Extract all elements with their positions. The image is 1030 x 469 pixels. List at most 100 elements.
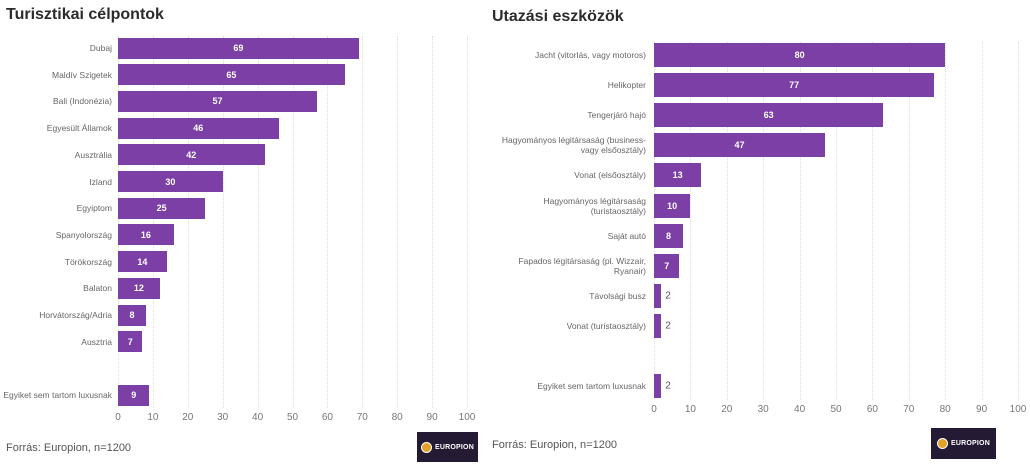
x-tick-label: 30 <box>757 404 769 415</box>
x-tick-label: 30 <box>217 412 229 423</box>
data-label: 69 <box>233 43 244 53</box>
category-label: Tengerjáró hajó <box>587 110 646 121</box>
category-label: Saját autó <box>607 230 646 241</box>
category-label: Vonat (turistaosztály) <box>566 320 646 331</box>
gridline <box>981 42 983 400</box>
x-tick-label: 100 <box>1009 404 1027 415</box>
bar <box>118 277 160 299</box>
logo-mark-icon <box>937 438 949 449</box>
bar <box>654 73 935 98</box>
gridline <box>292 36 294 408</box>
gridline <box>397 36 399 408</box>
chart-title: Utazási eszközök <box>492 8 624 25</box>
category-label: Egyiket sem tartom luxusnak <box>537 381 646 392</box>
bar <box>118 384 150 406</box>
data-label: 8 <box>666 230 672 241</box>
data-label: 9 <box>131 390 137 401</box>
x-tick-label: 20 <box>721 404 733 415</box>
x-tick-label: 10 <box>684 404 696 415</box>
chart-title: Turisztikai célpontok <box>6 6 164 23</box>
bar <box>118 224 174 246</box>
data-label: 46 <box>193 123 204 134</box>
data-label: 80 <box>794 50 805 60</box>
category-label: Maldív Szigetek <box>52 69 112 80</box>
category-label: Egyiket sem tartom luxusnak <box>3 390 112 401</box>
bar <box>118 251 167 273</box>
category-label: Helikopter <box>607 80 646 91</box>
gridline <box>872 42 874 400</box>
x-tick-label: 0 <box>651 404 657 415</box>
gridline <box>690 42 692 400</box>
bar <box>654 193 691 218</box>
data-label: 47 <box>734 140 745 151</box>
x-tick-label: 90 <box>426 412 438 423</box>
category-label: Balaton <box>83 283 112 294</box>
data-label: 63 <box>763 110 774 121</box>
category-label: Jacht (vitorlás, vagy motoros) <box>534 50 646 60</box>
logo-text: EUROPION <box>435 443 474 451</box>
gridline <box>118 36 119 408</box>
category-label: Vonat (elsőosztály) <box>574 170 646 181</box>
x-tick-label: 0 <box>115 412 121 423</box>
bar <box>654 253 680 278</box>
source-note: Forrás: Europion, n=1200 <box>6 442 132 454</box>
x-tick-label: 60 <box>321 412 333 423</box>
x-tick-label: 60 <box>866 404 878 415</box>
data-label: 42 <box>186 149 197 160</box>
gridline <box>654 42 655 400</box>
x-tick-label: 70 <box>903 404 915 415</box>
data-label: 77 <box>789 80 800 91</box>
bar <box>654 163 702 188</box>
logo-mark-icon <box>421 441 433 453</box>
category-label: Törökország <box>64 256 112 267</box>
bar <box>118 197 206 219</box>
europion-logo: EUROPION <box>417 432 478 462</box>
bar <box>118 64 345 86</box>
category-label: Izland <box>89 176 112 187</box>
data-label: 12 <box>133 283 144 294</box>
category-label: Hagyományos légitársaság (business- vagy… <box>501 135 646 156</box>
x-tick-label: 40 <box>252 412 264 423</box>
data-label: 16 <box>140 229 151 240</box>
category-label: Egyesült Államok <box>46 123 112 134</box>
bar <box>654 133 826 158</box>
data-label: 65 <box>226 69 237 80</box>
bar <box>118 304 146 326</box>
category-label: Hagyományos légitársaság (turistaosztály… <box>543 195 646 216</box>
gridline <box>432 36 434 408</box>
category-label: Bali (Indonézia) <box>52 96 112 107</box>
gridline <box>1018 42 1019 400</box>
category-label: Dubaj <box>89 43 112 53</box>
x-tick-label: 50 <box>286 412 299 423</box>
data-label: 8 <box>129 310 135 320</box>
gridline <box>908 42 910 400</box>
source-note: Forrás: Europion, n=1200 <box>492 439 618 451</box>
gridline <box>763 42 765 400</box>
data-label: 2 <box>665 320 671 332</box>
gridline <box>362 36 364 408</box>
data-label: 14 <box>137 256 148 267</box>
bar <box>118 90 317 112</box>
gridline <box>222 36 224 408</box>
x-tick-label: 80 <box>391 412 403 423</box>
bar <box>118 331 143 353</box>
bar <box>654 313 662 338</box>
category-label: Horvátország/Adria <box>39 310 112 320</box>
x-tick-label: 100 <box>458 412 476 423</box>
x-tick-label: 70 <box>356 412 368 423</box>
gridline <box>152 36 154 408</box>
bar <box>654 374 662 399</box>
data-label: 7 <box>127 336 133 347</box>
x-tick-label: 10 <box>147 412 159 423</box>
bar <box>654 223 684 248</box>
category-label: Ausztrália <box>74 149 112 160</box>
category-label: Távolsági busz <box>589 290 646 301</box>
gridline <box>836 42 837 400</box>
gridline <box>799 42 801 400</box>
x-tick-label: 80 <box>939 404 951 415</box>
gridline <box>945 42 947 400</box>
x-tick-label: 50 <box>830 404 842 415</box>
data-label: 10 <box>667 200 678 211</box>
data-label: 25 <box>156 203 167 214</box>
